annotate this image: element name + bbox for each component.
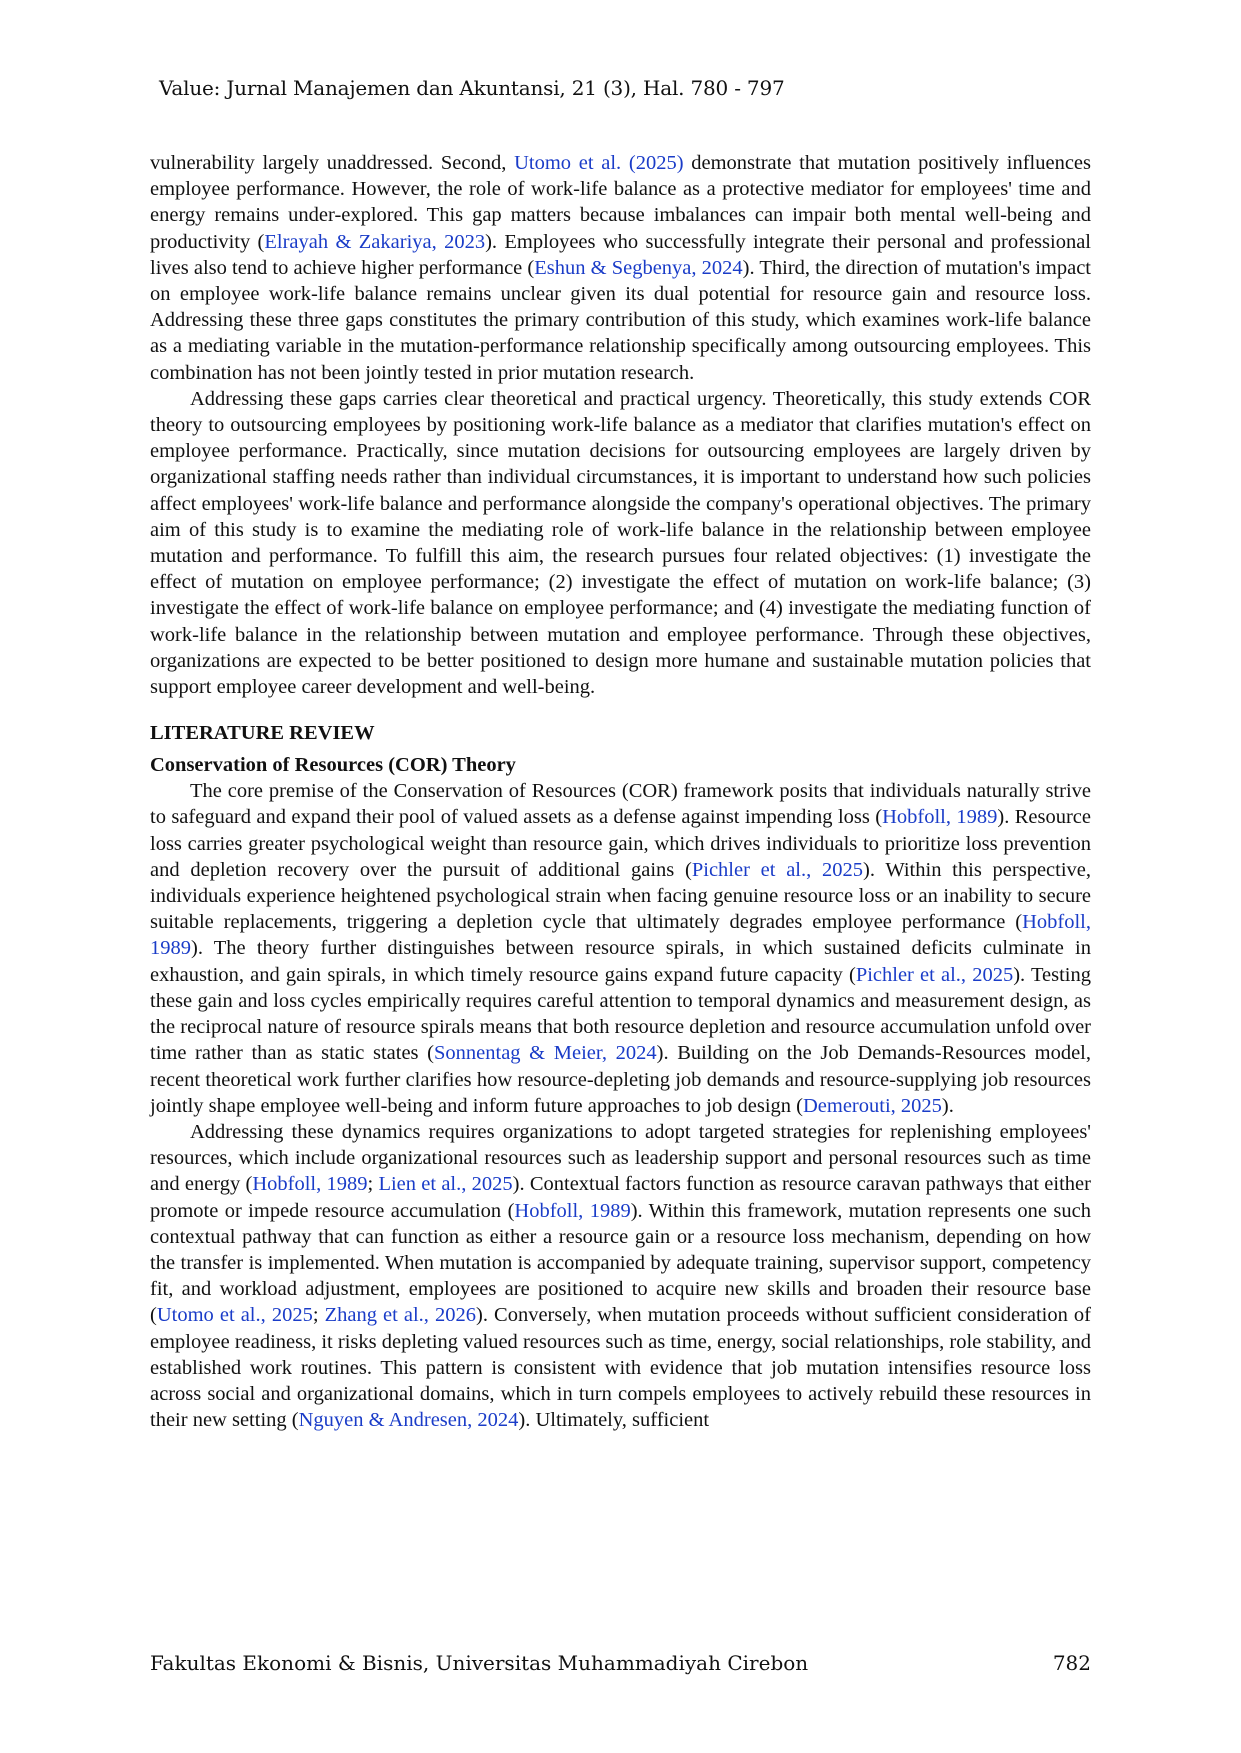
- citation-link[interactable]: Pichler et al., 2025: [691, 858, 863, 881]
- running-header: Value: Jurnal Manajemen dan Akuntansi, 2…: [159, 76, 785, 100]
- text: ). Ultimately, sufficient: [518, 1409, 710, 1432]
- text: vulnerability largely unaddressed. Secon…: [150, 152, 515, 174]
- text: Addressing these dynamics requires organ…: [150, 1120, 1091, 1196]
- text: ). Building on the Job Demands-Resources…: [150, 1042, 1091, 1117]
- paragraph-3: The core premise of the Conservation of …: [150, 778, 1091, 1119]
- text: demonstrate that mutation positively inf…: [150, 152, 1091, 253]
- citation-link[interactable]: Nguyen & Andresen, 2024: [298, 1409, 519, 1432]
- text: ). Resource loss carries greater psychol…: [150, 806, 1091, 881]
- text: ).: [941, 1094, 954, 1117]
- text: ). Conversely, when mutation proceeds wi…: [150, 1304, 1092, 1432]
- text: ). Third, the direction of mutation's im…: [150, 256, 1091, 384]
- page-footer: Fakultas Ekonomi & Bisnis, Universitas M…: [150, 1651, 1091, 1675]
- footer-institution: Fakultas Ekonomi & Bisnis, Universitas M…: [150, 1651, 809, 1675]
- citation-link[interactable]: Utomo et al. (2025): [514, 152, 684, 174]
- text: The core premise of the Conservation of …: [150, 780, 1091, 829]
- citation-link[interactable]: Utomo et al., 2025: [156, 1304, 313, 1327]
- citation-link[interactable]: Sonnentag & Meier, 2024: [434, 1042, 657, 1065]
- text: ). Within this framework, mutation repre…: [150, 1199, 1091, 1327]
- paragraph-1: vulnerability largely unaddressed. Secon…: [150, 150, 1091, 386]
- citation-link[interactable]: Zhang et al., 2026: [324, 1304, 477, 1327]
- citation-link[interactable]: Eshun & Segbenya, 2024: [534, 256, 743, 279]
- paragraph-2: Addressing these gaps carries clear theo…: [150, 387, 1091, 699]
- citation-link[interactable]: Demerouti, 2025: [802, 1094, 942, 1117]
- citation-link[interactable]: Elrayah & Zakariya, 2023: [264, 230, 486, 253]
- text: ). The theory further distinguishes betw…: [150, 937, 1091, 986]
- paragraph-4: Addressing these dynamics requires organ…: [150, 1119, 1091, 1433]
- text: ;: [312, 1304, 325, 1327]
- article-body: vulnerability largely unaddressed. Secon…: [150, 150, 1091, 1433]
- citation-link[interactable]: Hobfoll, 1989: [252, 1173, 368, 1196]
- page-number: 782: [1052, 1651, 1091, 1675]
- text: ). Within this perspective, individuals …: [150, 858, 1092, 934]
- text: ). Employees who successfully integrate …: [150, 230, 1091, 279]
- section-heading: LITERATURE REVIEW: [150, 722, 375, 745]
- subsection-heading: Conservation of Resources (COR) Theory: [150, 754, 516, 777]
- text: ). Testing these gain and loss cycles em…: [150, 963, 1092, 1065]
- citation-link[interactable]: Pichler et al., 2025: [855, 963, 1014, 986]
- text: ;: [367, 1173, 379, 1196]
- text: ). Contextual factors function as resour…: [150, 1173, 1091, 1222]
- citation-link[interactable]: Hobfoll, 1989: [150, 911, 1091, 960]
- citation-link[interactable]: Lien et al., 2025: [378, 1173, 513, 1196]
- citation-link[interactable]: Hobfoll, 1989: [882, 806, 998, 829]
- citation-link[interactable]: Hobfoll, 1989: [514, 1199, 631, 1222]
